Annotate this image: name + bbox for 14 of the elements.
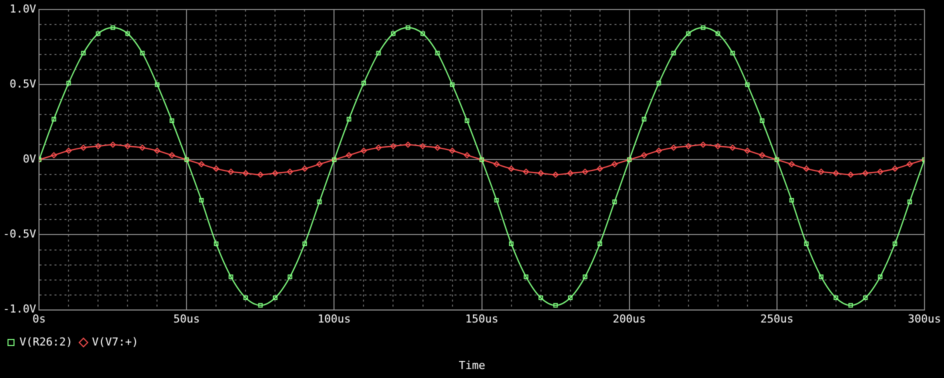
x-tick-label: 50us [173, 312, 200, 326]
y-tick-label: 1.0V [10, 2, 36, 16]
x-tick-label: 200us [612, 312, 646, 326]
legend-label: V(R26:2) [20, 335, 72, 348]
legend-label: V(V7:+) [92, 335, 138, 348]
x-tick-label: 100us [318, 312, 351, 326]
x-tick-label: 250us [760, 312, 794, 326]
x-tick-label: 0s [32, 312, 46, 326]
x-tick-label: 300us [908, 312, 942, 326]
y-tick-label: -0.5V [2, 228, 36, 241]
y-tick-label: 0.5V [10, 78, 36, 91]
x-axis-title: Time [458, 358, 486, 374]
y-tick-label: 0V [22, 152, 36, 166]
x-tick-label: 150us [465, 312, 498, 326]
